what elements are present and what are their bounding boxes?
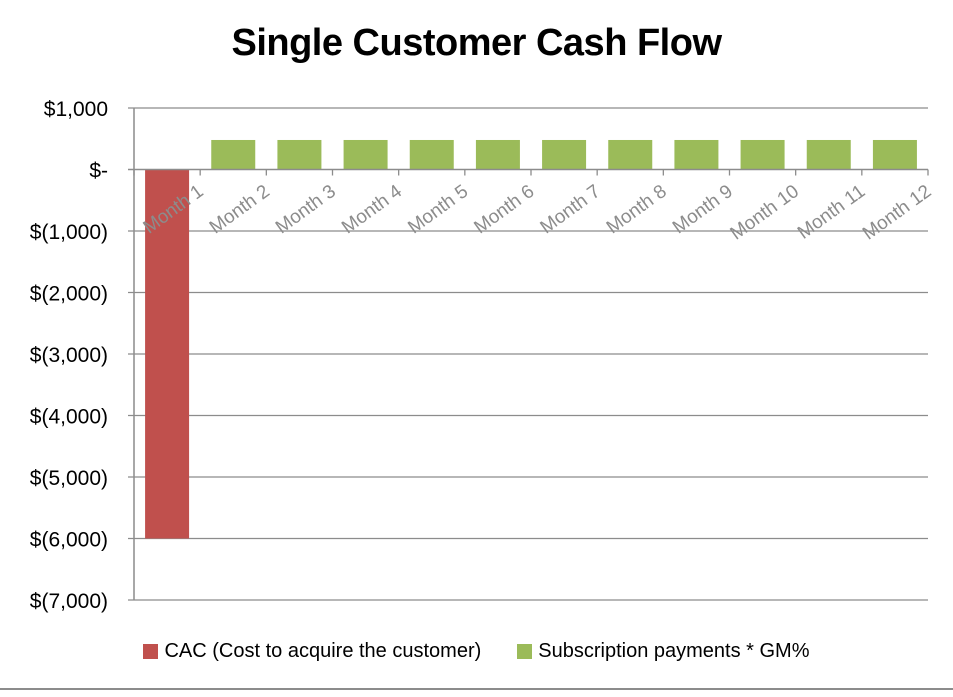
x-tick-label: Month 9 [669,181,737,238]
legend-swatch-subscription [517,644,533,659]
bar-subscription-9 [674,139,719,170]
x-tick-label: Month 7 [537,181,605,238]
legend-item-subscription: Subscription payments * GM% [517,640,810,663]
x-tick-label: Month 11 [794,181,869,244]
y-tick-label: $(6,000) [30,529,108,552]
bar-subscription-4 [343,139,388,170]
x-tick-label: Month 10 [727,181,803,245]
bar-cac-1 [145,169,190,539]
y-tick-label: $(7,000) [30,590,108,613]
x-tick-label: Month 6 [470,181,538,238]
bar-subscription-5 [409,139,454,170]
y-tick-label: $- [89,160,108,183]
y-tick-label: $1,000 [44,98,108,121]
bar-subscription-12 [872,139,917,170]
legend-item-cac: CAC (Cost to acquire the customer) [143,640,481,663]
grid-lines [128,107,928,601]
bar-subscription-7 [542,139,587,170]
legend-label-cac: CAC (Cost to acquire the customer) [164,640,482,662]
x-tick-label: Month 4 [338,181,406,239]
bar-subscription-11 [806,139,851,170]
bars [145,139,917,539]
bar-subscription-2 [211,139,256,170]
bottom-border [0,688,953,690]
bar-subscription-10 [740,139,785,170]
axes [128,108,929,600]
x-tick-label: Month 12 [859,181,935,245]
y-tick-label: $(3,000) [30,344,108,367]
x-tick-label: Month 8 [603,181,671,238]
bar-subscription-6 [475,139,520,170]
legend-label-subscription: Subscription payments * GM% [538,640,810,662]
chart-title: Single Customer Cash Flow [231,22,722,64]
legend-swatch-cac [143,644,159,659]
bar-subscription-8 [608,139,653,170]
x-tick-label: Month 5 [404,181,472,238]
legend: CAC (Cost to acquire the customer) Subsc… [0,640,953,663]
x-tick-label: Month 3 [272,181,340,238]
y-tick-label: $(4,000) [30,406,108,429]
y-tick-label: $(1,000) [30,221,108,244]
bar-subscription-3 [277,139,322,170]
y-tick-label: $(2,000) [30,283,108,306]
x-tick-label: Month 2 [206,181,274,238]
y-tick-label: $(5,000) [30,467,108,490]
